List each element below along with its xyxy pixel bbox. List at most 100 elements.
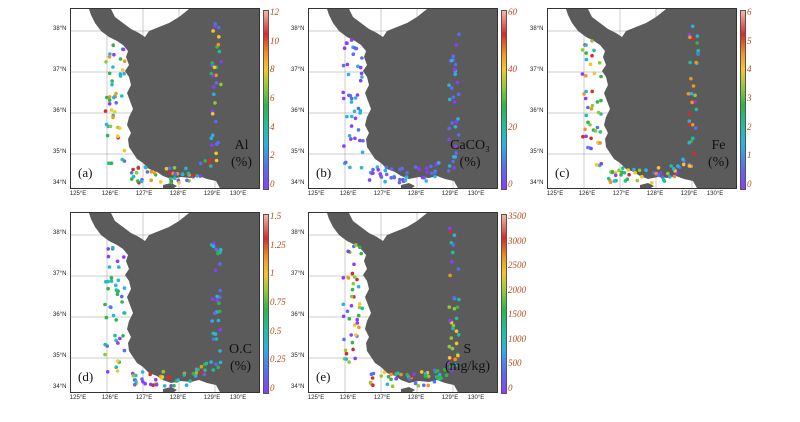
station-dot — [217, 35, 221, 39]
colorbar-tick-label: 2500 — [508, 260, 526, 271]
station-dot — [167, 166, 172, 170]
colorbar-tick-label: 60 — [508, 7, 517, 17]
station-dot — [413, 381, 418, 386]
station-dot — [357, 302, 362, 306]
latitude-tick-label: 36°N — [53, 312, 67, 318]
station-dot — [192, 173, 196, 178]
station-dot — [161, 369, 166, 374]
map-panel: 38°N 37°N 36°N 35°N 34°N 125°E 126°E 127°E 128°E… — [53, 7, 279, 203]
station-dot — [212, 92, 216, 96]
station-dot — [106, 254, 111, 259]
station-dot — [627, 172, 631, 177]
station-dot — [344, 357, 349, 361]
station-dot — [214, 158, 219, 163]
station-dot — [452, 306, 457, 311]
longitude-tick-label: 127°E — [373, 191, 391, 197]
station-dot — [214, 81, 219, 85]
station-dot — [104, 315, 109, 320]
station-dot — [199, 364, 204, 369]
station-dot — [676, 164, 680, 168]
station-dot — [451, 326, 455, 331]
latitude-tick-label: 35°N — [291, 149, 305, 155]
station-dot — [589, 136, 593, 141]
station-dot — [356, 64, 360, 69]
station-dot — [447, 356, 452, 360]
station-dot — [140, 377, 144, 381]
station-dot — [129, 171, 134, 175]
station-dot — [169, 180, 174, 185]
station-dot — [633, 171, 637, 175]
station-dot — [353, 116, 358, 121]
variable-name: Fe — [711, 138, 726, 153]
station-dot — [152, 171, 157, 175]
station-dot — [690, 24, 695, 29]
station-dot — [356, 128, 361, 132]
station-dot — [131, 167, 135, 172]
station-dot — [416, 384, 421, 388]
station-dot — [405, 171, 409, 175]
station-dot — [212, 241, 216, 246]
station-dot — [117, 126, 122, 130]
station-dot — [581, 134, 585, 139]
latitude-tick-label: 37°N — [530, 67, 544, 73]
station-dot — [354, 333, 358, 337]
station-dot — [107, 102, 112, 106]
colorbar-tick-label: 0 — [747, 179, 752, 189]
longitude-tick-label: 129°E — [203, 395, 221, 401]
station-dot — [217, 25, 221, 30]
station-dot — [444, 373, 449, 377]
station-dot — [696, 48, 700, 53]
station-dot — [184, 383, 189, 387]
station-dot — [359, 251, 363, 256]
station-dot — [103, 352, 107, 357]
colorbar — [501, 10, 507, 190]
map-panel: 38°N 37°N 36°N 35°N 34°N 125°E 126°E 127°E 128°E… — [291, 7, 517, 203]
station-dot — [358, 138, 362, 143]
station-dot — [644, 168, 648, 172]
colorbar-tick-label: 20 — [508, 121, 517, 132]
station-dot — [449, 86, 454, 90]
longitude-tick-label: 127°E — [373, 395, 391, 401]
station-dot — [122, 311, 127, 315]
station-dot — [656, 166, 661, 170]
station-dot — [121, 334, 125, 338]
station-dot — [435, 369, 440, 373]
station-dot — [599, 74, 603, 79]
station-dot — [384, 172, 389, 177]
station-dot — [590, 103, 595, 108]
station-dot — [118, 336, 122, 341]
station-dot — [447, 83, 451, 87]
latitude-tick-label: 37°N — [53, 67, 67, 73]
station-dot — [687, 122, 691, 127]
station-dot — [209, 71, 214, 76]
station-dot — [598, 130, 603, 134]
station-dot — [117, 265, 121, 269]
station-dot — [213, 22, 217, 26]
panel-letter: (a) — [78, 165, 93, 180]
station-dot — [419, 370, 424, 374]
station-dot — [422, 383, 426, 388]
station-dot — [204, 361, 209, 366]
station-dot — [213, 101, 217, 105]
station-dot — [148, 372, 152, 377]
station-dot — [349, 137, 353, 141]
station-dot — [345, 62, 350, 67]
colorbar-tick-label: 3500 — [508, 211, 526, 221]
station-dot — [691, 136, 695, 141]
station-dot — [371, 383, 375, 387]
station-dot — [589, 146, 593, 151]
station-dot — [210, 297, 215, 301]
station-dot — [379, 374, 384, 378]
station-dot — [342, 46, 347, 50]
station-dot — [451, 323, 456, 328]
latitude-tick-label: 34°N — [53, 180, 67, 186]
longitude-tick-label: 127°E — [135, 395, 153, 401]
station-dot — [640, 174, 644, 179]
station-dot — [452, 67, 457, 72]
station-dot — [452, 296, 456, 300]
station-dot — [357, 305, 362, 310]
station-dot — [217, 49, 222, 54]
station-dot — [619, 173, 623, 177]
panel-letter: (c) — [555, 165, 570, 180]
colorbar-tick-label: 12 — [270, 7, 279, 17]
